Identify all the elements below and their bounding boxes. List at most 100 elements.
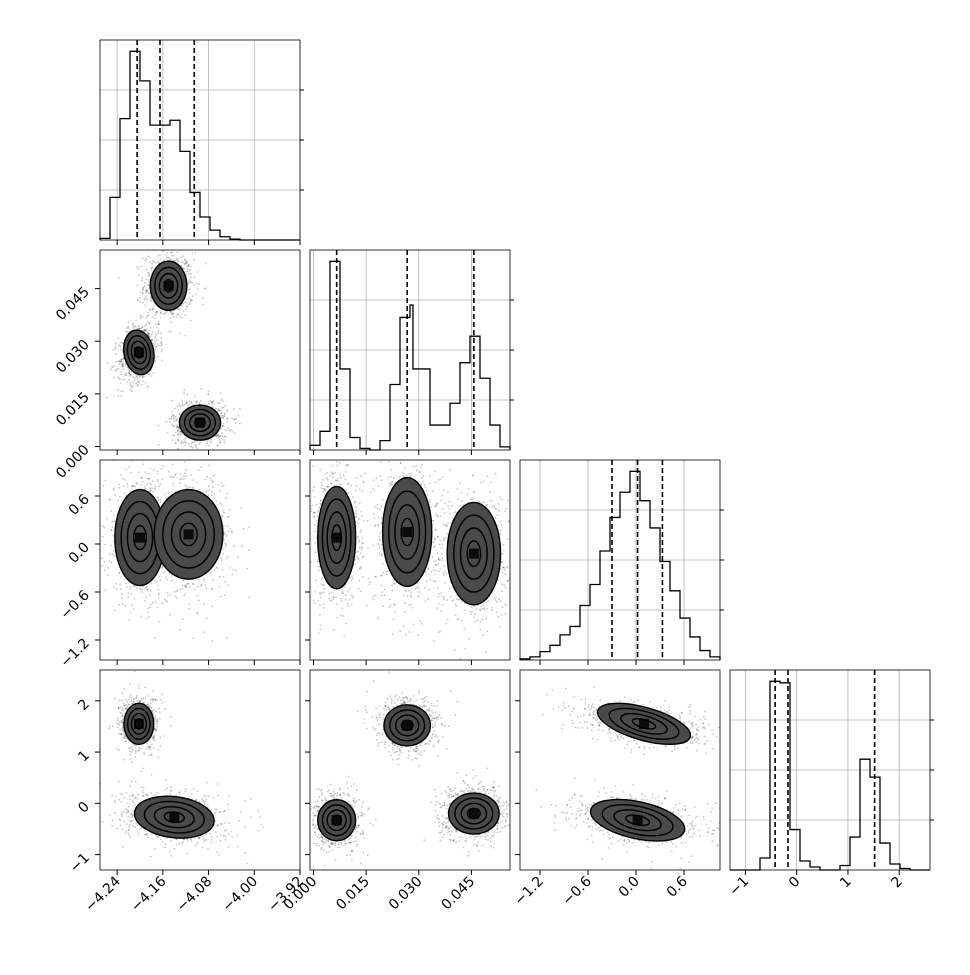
scatter-point <box>142 258 144 260</box>
scatter-point <box>205 491 207 493</box>
scatter-point <box>184 461 186 463</box>
scatter-point <box>378 535 380 537</box>
scatter-point <box>223 512 225 514</box>
scatter-point <box>131 604 133 606</box>
scatter-point <box>182 262 184 264</box>
scatter-point <box>435 504 437 506</box>
scatter-point <box>181 400 183 402</box>
scatter-point <box>126 483 128 485</box>
scatter-point <box>221 438 223 440</box>
scatter-point <box>130 612 132 614</box>
scatter-point <box>197 612 199 614</box>
scatter-point <box>419 471 421 473</box>
scatter-point <box>184 404 186 406</box>
scatter-point <box>145 295 147 297</box>
scatter-point <box>302 605 304 607</box>
scatter-point <box>113 488 115 490</box>
scatter-point <box>373 599 375 601</box>
scatter-point <box>121 593 123 595</box>
scatter-point <box>224 533 226 535</box>
scatter-point <box>182 255 184 257</box>
scatter-point <box>235 422 237 424</box>
scatter-point <box>157 479 159 481</box>
scatter-point <box>359 568 361 570</box>
scatter-point <box>133 608 135 610</box>
scatter-point <box>119 496 121 498</box>
scatter-point <box>145 278 147 280</box>
scatter-point <box>319 469 321 471</box>
scatter-point <box>166 592 168 594</box>
scatter-point <box>390 605 392 607</box>
scatter-point <box>158 593 160 595</box>
scatter-point <box>356 514 358 516</box>
scatter-point <box>173 255 175 257</box>
scatter-point <box>128 322 130 324</box>
scatter-point <box>213 404 215 406</box>
scatter-point <box>314 602 316 604</box>
scatter-point <box>332 596 334 598</box>
scatter-point <box>382 499 384 501</box>
scatter-point <box>403 595 405 597</box>
scatter-point <box>223 484 225 486</box>
scatter-point <box>239 423 241 425</box>
scatter-point <box>379 538 381 540</box>
scatter-point <box>114 555 116 557</box>
scatter-point <box>187 271 189 273</box>
scatter-point <box>355 563 357 565</box>
scatter-point <box>180 405 182 407</box>
scatter-point <box>146 387 148 389</box>
scatter-point <box>312 465 314 467</box>
scatter-point <box>148 616 150 618</box>
scatter-point <box>410 594 412 596</box>
scatter-point <box>222 436 224 438</box>
scatter-point <box>222 553 224 555</box>
scatter-point <box>227 421 229 423</box>
scatter-point <box>178 440 180 442</box>
scatter-point <box>128 372 130 374</box>
scatter-point <box>151 270 153 272</box>
scatter-point <box>142 464 144 466</box>
scatter-point <box>336 617 338 619</box>
scatter-point <box>314 524 316 526</box>
scatter-point <box>226 535 228 537</box>
scatter-point <box>316 504 318 506</box>
scatter-point <box>211 491 213 493</box>
scatter-point <box>184 314 186 316</box>
scatter-point <box>404 419 406 421</box>
scatter-point <box>118 499 120 501</box>
scatter-point <box>185 584 187 586</box>
scatter-point <box>141 384 143 386</box>
scatter-point <box>106 518 108 520</box>
scatter-point <box>141 326 143 328</box>
scatter-point <box>393 477 395 479</box>
scatter-point <box>119 604 121 606</box>
scatter-point <box>335 597 337 599</box>
scatter-point <box>207 440 209 442</box>
scatter-point <box>209 478 211 480</box>
scatter-point <box>239 408 241 410</box>
scatter-point <box>414 588 416 590</box>
scatter-point <box>358 558 360 560</box>
scatter-point <box>231 418 233 420</box>
scatter-point <box>328 453 330 455</box>
scatter-point <box>438 557 440 559</box>
scatter-point <box>190 474 192 476</box>
scatter-point <box>232 574 234 576</box>
scatter-point <box>441 559 443 561</box>
scatter-point <box>152 491 154 493</box>
scatter-point <box>184 259 186 261</box>
scatter-point <box>211 479 213 481</box>
scatter-point <box>368 577 370 579</box>
scatter-point <box>157 473 159 475</box>
scatter-point <box>320 500 322 502</box>
scatter-point <box>199 402 201 404</box>
scatter-point <box>394 611 396 613</box>
scatter-point <box>179 434 181 436</box>
scatter-point <box>142 588 144 590</box>
scatter-point <box>379 508 381 510</box>
scatter-point <box>224 543 226 545</box>
scatter-point <box>187 298 189 300</box>
scatter-point <box>145 317 147 319</box>
scatter-point <box>195 294 197 296</box>
